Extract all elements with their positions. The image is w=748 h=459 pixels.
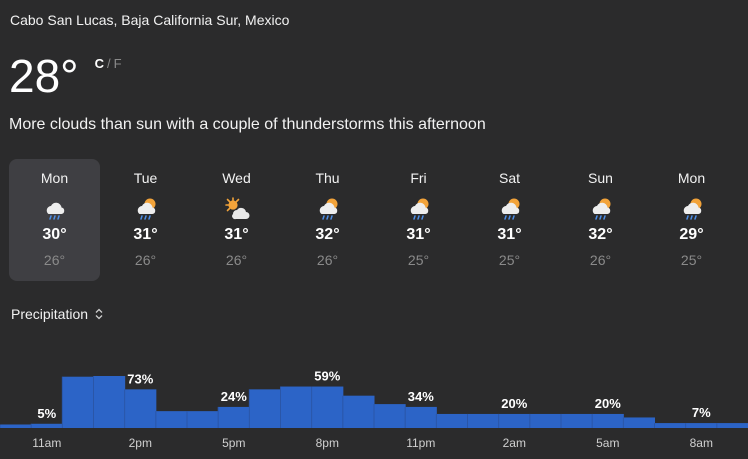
low-temperature: 26° bbox=[43, 252, 66, 268]
unit-celsius-button[interactable]: C bbox=[94, 56, 104, 71]
weather-summary: More clouds than sun with a couple of th… bbox=[9, 116, 486, 133]
day-forecast-wed[interactable]: Wed 31° 26° bbox=[191, 159, 282, 281]
low-temperature: 25° bbox=[498, 252, 521, 268]
day-forecast-fri[interactable]: Fri 31° 25° bbox=[373, 159, 464, 281]
precip-bar bbox=[249, 389, 281, 428]
day-name: Wed bbox=[222, 170, 251, 186]
sun-rain-cloud-icon bbox=[410, 198, 428, 220]
daily-forecast: Mon 30° 26° Tue 31° 26° Wed 31° 26° Thu 32° 26° Fri 3… bbox=[9, 159, 747, 281]
hour-tick-label: 11am bbox=[32, 436, 62, 450]
hour-tick-label: 2pm bbox=[128, 436, 152, 450]
precip-bar bbox=[155, 411, 188, 428]
day-forecast-mon[interactable]: Mon 30° 26° bbox=[9, 159, 100, 281]
precip-value-label: 20% bbox=[595, 396, 621, 411]
chart-type-selector[interactable]: Precipitation bbox=[11, 306, 103, 322]
high-temperature: 30° bbox=[42, 226, 67, 243]
day-forecast-tue[interactable]: Tue 31° 26° bbox=[100, 159, 191, 281]
precip-bar bbox=[31, 423, 63, 428]
precip-bar bbox=[218, 406, 250, 428]
day-name: Fri bbox=[410, 170, 427, 186]
low-temperature: 25° bbox=[407, 252, 430, 268]
day-forecast-sat[interactable]: Sat 31° 25° bbox=[464, 159, 555, 281]
precip-bar bbox=[716, 423, 748, 428]
precip-bar bbox=[436, 413, 468, 428]
precip-bar bbox=[467, 413, 500, 428]
low-temperature: 26° bbox=[225, 252, 248, 268]
day-name: Mon bbox=[677, 170, 706, 186]
high-temperature: 32° bbox=[315, 226, 340, 243]
day-name: Sat bbox=[498, 170, 520, 186]
hour-tick-label: 11pm bbox=[406, 436, 436, 450]
day-forecast-mon[interactable]: Mon 29° 25° bbox=[646, 159, 737, 281]
sort-arrows-icon bbox=[95, 308, 103, 320]
precip-bar bbox=[654, 423, 687, 428]
hour-tick-label: 8pm bbox=[315, 436, 339, 450]
day-forecast-thu[interactable]: Thu 32° 26° bbox=[282, 159, 373, 281]
hour-tick-label: 5am bbox=[596, 436, 620, 450]
sun-rain-cloud-icon bbox=[319, 198, 337, 220]
precip-bar bbox=[342, 395, 375, 428]
chart-type-label: Precipitation bbox=[11, 306, 89, 322]
sun-rain-cloud-icon bbox=[683, 198, 701, 220]
unit-toggle: C / F bbox=[95, 56, 122, 71]
sun-rain-cloud-icon bbox=[592, 198, 610, 220]
high-temperature: 31° bbox=[224, 226, 249, 243]
precip-bar bbox=[529, 413, 562, 428]
current-temperature: 28° bbox=[9, 50, 79, 102]
high-temperature: 31° bbox=[133, 226, 158, 243]
high-temperature: 29° bbox=[679, 226, 704, 243]
precip-value-label: 5% bbox=[37, 406, 56, 421]
low-temperature: 25° bbox=[680, 252, 703, 268]
hour-axis: 11am 2pm 5pm 8pm 11pm 2am 5am 8am bbox=[0, 436, 748, 452]
sun-rain-cloud-icon bbox=[137, 198, 155, 220]
precip-value-label: 34% bbox=[408, 389, 434, 404]
precip-bar bbox=[280, 386, 313, 428]
low-temperature: 26° bbox=[589, 252, 612, 268]
day-name: Tue bbox=[133, 170, 158, 186]
precip-bar bbox=[498, 413, 531, 428]
precip-bar bbox=[187, 411, 219, 428]
hour-tick-label: 5pm bbox=[222, 436, 246, 450]
precip-bar bbox=[124, 389, 157, 428]
high-temperature: 31° bbox=[497, 226, 522, 243]
location-title: Cabo San Lucas, Baja California Sur, Mex… bbox=[10, 12, 290, 28]
hour-tick-label: 2am bbox=[502, 436, 526, 450]
unit-fahrenheit-button[interactable]: F bbox=[113, 56, 122, 71]
low-temperature: 26° bbox=[134, 252, 157, 268]
precip-bar bbox=[62, 376, 94, 428]
precip-value-label: 59% bbox=[314, 369, 340, 384]
current-conditions: 28° C / F bbox=[9, 50, 122, 102]
precip-bar bbox=[374, 404, 406, 428]
precip-bar bbox=[0, 424, 32, 428]
precip-bar bbox=[561, 413, 593, 428]
precip-bar bbox=[311, 386, 344, 428]
precip-bar bbox=[93, 376, 126, 428]
high-temperature: 31° bbox=[406, 226, 431, 243]
precip-value-label: 20% bbox=[501, 396, 527, 411]
precip-bar bbox=[405, 406, 437, 428]
sun-rain-cloud-icon bbox=[501, 198, 519, 220]
hour-tick-label: 8am bbox=[689, 436, 713, 450]
precip-bar bbox=[623, 417, 655, 428]
sun-behind-cloud-icon bbox=[224, 197, 249, 220]
precip-value-label: 7% bbox=[692, 405, 711, 420]
precip-bar bbox=[592, 413, 624, 428]
precipitation-chart: 5% 73% 24% 59% 34% 20% 20% 7% bbox=[0, 369, 748, 428]
day-forecast-sun[interactable]: Sun 32° 26° bbox=[555, 159, 646, 281]
precip-value-label: 73% bbox=[127, 371, 153, 386]
high-temperature: 32° bbox=[588, 226, 613, 243]
low-temperature: 26° bbox=[316, 252, 339, 268]
unit-separator: / bbox=[106, 56, 111, 71]
day-name: Sun bbox=[588, 170, 613, 186]
precip-bar bbox=[685, 423, 718, 428]
rain-cloud-icon bbox=[46, 202, 64, 220]
day-name: Mon bbox=[40, 170, 69, 186]
precip-value-label: 24% bbox=[221, 389, 247, 404]
day-name: Thu bbox=[315, 170, 340, 186]
